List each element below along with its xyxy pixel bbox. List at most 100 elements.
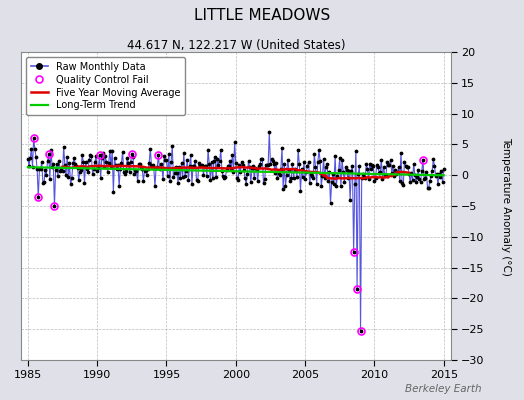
Point	[424, 184, 433, 191]
Point	[135, 161, 143, 167]
Point	[279, 186, 287, 192]
Point	[47, 147, 55, 154]
Point	[316, 158, 324, 164]
Point	[294, 146, 302, 153]
Point	[434, 181, 442, 187]
Point	[272, 160, 280, 166]
Point	[48, 164, 57, 170]
Point	[379, 164, 388, 171]
Point	[134, 178, 142, 184]
Point	[35, 166, 43, 172]
Point	[174, 180, 182, 186]
Point	[60, 144, 68, 150]
Point	[125, 169, 134, 175]
Point	[79, 159, 88, 165]
Point	[389, 163, 397, 170]
Point	[214, 162, 223, 168]
Point	[40, 178, 48, 185]
Point	[99, 149, 107, 156]
Point	[159, 176, 167, 182]
Point	[369, 163, 377, 170]
Point	[180, 150, 188, 156]
Point	[249, 163, 257, 169]
Point	[234, 177, 242, 183]
Point	[264, 162, 272, 168]
Point	[163, 173, 172, 180]
Point	[108, 148, 116, 154]
Point	[123, 154, 132, 161]
Point	[81, 159, 90, 166]
Point	[267, 156, 276, 162]
Point	[356, 328, 365, 334]
Point	[138, 166, 146, 172]
Point	[215, 158, 224, 164]
Point	[124, 160, 133, 166]
Point	[156, 166, 164, 172]
Point	[212, 174, 221, 180]
Point	[84, 169, 92, 176]
Point	[400, 159, 409, 165]
Point	[253, 166, 261, 172]
Point	[42, 171, 50, 178]
Point	[105, 159, 113, 166]
Point	[185, 163, 194, 169]
Point	[412, 178, 420, 185]
Point	[340, 178, 348, 185]
Point	[357, 175, 366, 182]
Point	[34, 194, 42, 200]
Point	[358, 171, 367, 178]
Point	[343, 167, 351, 173]
Point	[205, 161, 213, 167]
Point	[295, 161, 303, 168]
Point	[269, 158, 277, 164]
Point	[275, 169, 283, 176]
Point	[318, 173, 326, 179]
Point	[28, 163, 37, 170]
Point	[367, 166, 375, 173]
Point	[72, 163, 81, 170]
Point	[27, 146, 36, 152]
Point	[261, 162, 270, 168]
Point	[158, 164, 166, 171]
Point	[298, 166, 306, 172]
Point	[136, 161, 144, 168]
Point	[333, 173, 342, 179]
Point	[54, 173, 62, 179]
Point	[361, 175, 369, 181]
Point	[355, 163, 364, 170]
Point	[74, 177, 83, 183]
Point	[62, 172, 70, 179]
Point	[80, 180, 89, 186]
Point	[241, 174, 249, 181]
Point	[414, 166, 422, 173]
Point	[89, 171, 97, 177]
Point	[430, 162, 439, 169]
Point	[334, 167, 343, 174]
Text: LITTLE MEADOWS: LITTLE MEADOWS	[194, 8, 330, 23]
Point	[43, 158, 52, 165]
Point	[415, 176, 423, 182]
Point	[397, 150, 405, 156]
Point	[128, 150, 136, 157]
Point	[372, 175, 380, 181]
Point	[30, 146, 39, 152]
Point	[220, 174, 228, 181]
Point	[326, 200, 335, 207]
Point	[406, 179, 414, 186]
Point	[302, 169, 310, 175]
Point	[258, 156, 267, 163]
Point	[162, 156, 171, 163]
Point	[189, 163, 197, 170]
Title: 44.617 N, 122.217 W (United States): 44.617 N, 122.217 W (United States)	[127, 39, 345, 52]
Point	[177, 160, 185, 166]
Point	[176, 175, 184, 182]
Point	[117, 160, 126, 166]
Point	[86, 152, 94, 159]
Point	[239, 167, 248, 173]
Point	[433, 171, 441, 178]
Point	[70, 155, 78, 161]
Point	[292, 167, 300, 174]
Point	[345, 168, 353, 174]
Point	[401, 162, 410, 169]
Point	[221, 174, 230, 180]
